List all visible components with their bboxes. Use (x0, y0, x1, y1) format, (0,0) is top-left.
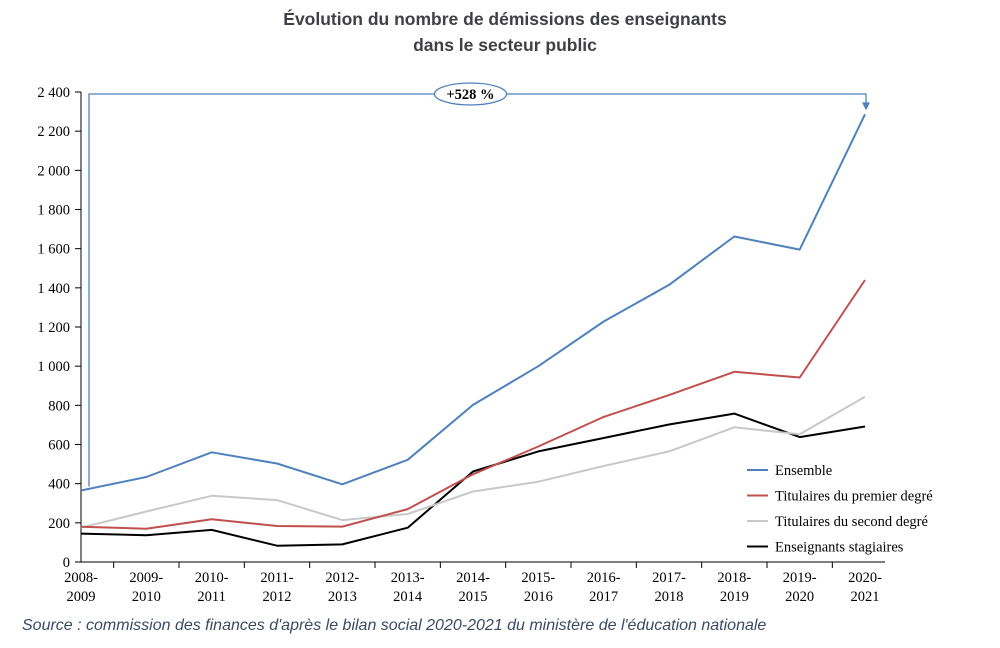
series-lines (80, 113, 866, 547)
annotation-label: +528 % (446, 87, 494, 103)
source-note: Source : commission des finances d'après… (22, 617, 767, 634)
y-tick-label: 0 (63, 555, 70, 571)
y-tick-label: 800 (48, 398, 70, 414)
x-tick-label: 2017-2018 (652, 570, 686, 605)
y-tick-label: 1 200 (37, 320, 70, 336)
annotation-bracket (88, 93, 867, 487)
series-line-titulaires-du-premier-degre (80, 279, 866, 530)
growth-annotation: +528 % (88, 82, 870, 487)
series-line-ensemble (80, 113, 866, 492)
y-tick-label: 1 000 (37, 359, 70, 375)
x-tick-label: 2011-2012 (260, 570, 293, 605)
y-tick-label: 2 400 (37, 85, 70, 101)
x-tick-label: 2015-2016 (521, 570, 555, 605)
axes: 0 200 400 600 800 1 000 1 200 1 400 1 600 1 800 2 … (37, 85, 885, 605)
y-tick-label: 400 (48, 477, 70, 493)
x-tick-label: 2019-2020 (783, 570, 817, 605)
x-tick-label: 2013-2014 (391, 570, 425, 605)
x-tick-label: 2012-2013 (325, 570, 359, 605)
x-tick-label: 2016-2017 (587, 570, 621, 605)
chart-title-line-1: Évolution du nombre de démissions des en… (283, 9, 727, 29)
annotation-ellipse (433, 82, 508, 106)
legend-label: Titulaires du second degré (775, 514, 928, 530)
x-tick-label: 2009-2010 (129, 570, 163, 605)
x-tick-label: 2014-2015 (456, 570, 490, 605)
legend: Ensemble Titulaires du premier degré Titul… (747, 463, 933, 556)
annotation-arrowhead (862, 102, 870, 111)
y-tick-label: 200 (48, 516, 70, 532)
y-tick-label: 2 200 (37, 124, 70, 140)
x-tick-label: 2018-2019 (717, 570, 751, 605)
legend-label: Enseignants stagiaires (775, 540, 904, 556)
x-tick-label: 2010-2011 (195, 570, 229, 605)
x-tick-label: 2008-2009 (64, 570, 98, 605)
y-tick-label: 600 (48, 438, 70, 454)
x-tick-label: 2020-2021 (848, 570, 882, 605)
chart-title-line-2: dans le secteur public (413, 35, 597, 55)
y-tick-label: 1 600 (37, 242, 70, 258)
legend-label: Ensemble (775, 463, 832, 479)
legend-label: Titulaires du premier degré (775, 489, 933, 505)
series-line-enseignants-stagiaires (80, 412, 866, 547)
chart-title: Évolution du nombre de démissions des en… (0, 6, 1000, 58)
series-line-titulaires-du-second-degre (80, 395, 866, 529)
y-tick-label: 2 000 (37, 163, 70, 179)
y-tick-label: 1 800 (37, 203, 70, 219)
y-tick-label: 1 400 (37, 281, 70, 297)
